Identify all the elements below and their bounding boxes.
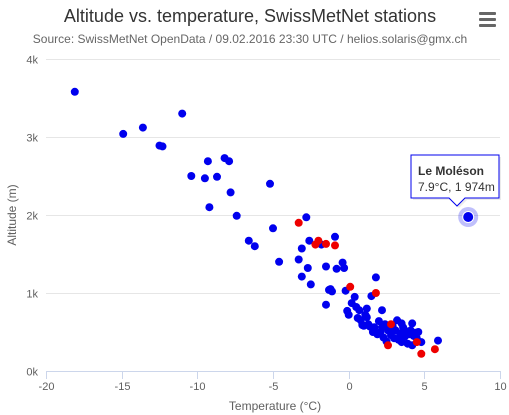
data-point[interactable]	[294, 255, 303, 264]
tooltip: Le Moléson 7.9°C, 1 974m	[410, 154, 501, 227]
tooltip-point[interactable]	[462, 211, 475, 223]
data-point[interactable]	[226, 188, 235, 197]
data-point[interactable]	[353, 314, 362, 322]
chart-title: Altitude vs. temperature, SwissMetNet st…	[64, 6, 436, 26]
data-point[interactable]	[232, 211, 241, 220]
data-point[interactable]	[306, 280, 315, 289]
data-point[interactable]	[371, 273, 380, 282]
data-point[interactable]	[200, 174, 209, 183]
x-tick-label: -10	[190, 381, 206, 393]
data-point[interactable]	[412, 338, 421, 347]
x-tick-label: -15	[115, 381, 131, 393]
data-point[interactable]	[213, 172, 221, 181]
data-point[interactable]	[417, 349, 426, 358]
data-point[interactable]	[294, 218, 303, 227]
data-point[interactable]	[355, 306, 364, 315]
data-point[interactable]	[370, 323, 379, 332]
x-axis: -20 -15 -10 -5 0 5 10	[39, 371, 507, 393]
data-point[interactable]	[119, 129, 128, 138]
y-tick-label: 0k	[26, 367, 38, 379]
data-point[interactable]	[397, 319, 406, 328]
data-point[interactable]	[244, 236, 253, 245]
y-tick-label: 4k	[26, 55, 38, 67]
data-point[interactable]	[297, 244, 306, 253]
x-axis-label: Temperature (°C)	[229, 399, 321, 413]
y-tick-label: 3k	[26, 133, 38, 145]
x-tick-label: 5	[421, 381, 427, 393]
data-point[interactable]	[414, 328, 423, 336]
data-point[interactable]	[138, 123, 147, 132]
data-point[interactable]	[408, 319, 417, 328]
data-point[interactable]	[344, 310, 353, 319]
data-point[interactable]	[374, 317, 383, 326]
data-point[interactable]	[314, 236, 323, 245]
series-1	[294, 218, 439, 358]
y-tick-label: 2k	[26, 211, 38, 223]
data-point[interactable]	[322, 300, 330, 309]
data-point[interactable]	[331, 232, 339, 241]
data-point[interactable]	[387, 320, 395, 329]
data-point[interactable]	[362, 304, 371, 313]
tooltip-box	[410, 154, 500, 207]
data-points	[70, 87, 442, 358]
menu-button[interactable]	[472, 6, 502, 32]
data-point[interactable]	[362, 313, 371, 322]
y-tick-label: 1k	[26, 289, 38, 301]
data-point[interactable]	[305, 236, 314, 245]
data-point[interactable]	[70, 87, 79, 96]
tooltip-station: Le Moléson	[418, 164, 484, 178]
data-point[interactable]	[332, 264, 341, 273]
tooltip-value: 7.9°C, 1 974m	[418, 180, 495, 194]
data-point[interactable]	[378, 306, 386, 315]
data-point[interactable]	[203, 157, 212, 166]
y-axis: 0k 1k 2k 3k 4k	[26, 55, 38, 379]
data-point[interactable]	[371, 289, 380, 297]
data-point[interactable]	[350, 292, 359, 301]
data-point[interactable]	[331, 241, 339, 250]
data-point[interactable]	[322, 262, 330, 271]
data-point[interactable]	[178, 109, 187, 118]
x-tick-label: -5	[269, 381, 279, 393]
data-point[interactable]	[225, 157, 234, 166]
data-point[interactable]	[430, 345, 439, 354]
data-point[interactable]	[297, 272, 306, 281]
y-axis-label: Altitude (m)	[5, 184, 19, 245]
data-point[interactable]	[275, 257, 284, 266]
x-tick-label: 0	[346, 381, 352, 393]
data-point[interactable]	[384, 341, 392, 350]
data-point[interactable]	[434, 336, 442, 345]
data-point[interactable]	[322, 239, 330, 248]
data-point[interactable]	[205, 203, 214, 212]
data-point[interactable]	[269, 224, 277, 233]
data-point[interactable]	[328, 287, 336, 296]
data-point[interactable]	[303, 264, 312, 272]
data-point[interactable]	[346, 282, 355, 291]
x-tick-label: -20	[39, 381, 55, 393]
data-point[interactable]	[266, 179, 274, 188]
chart-subtitle: Source: SwissMetNet OpenData / 09.02.201…	[33, 32, 467, 46]
x-tick-label: 10	[494, 381, 506, 393]
data-point[interactable]	[302, 213, 311, 222]
data-point[interactable]	[158, 142, 167, 151]
data-point[interactable]	[187, 172, 196, 180]
data-point[interactable]	[340, 264, 349, 272]
hamburger-menu-icon	[479, 12, 496, 27]
data-point[interactable]	[250, 242, 259, 251]
